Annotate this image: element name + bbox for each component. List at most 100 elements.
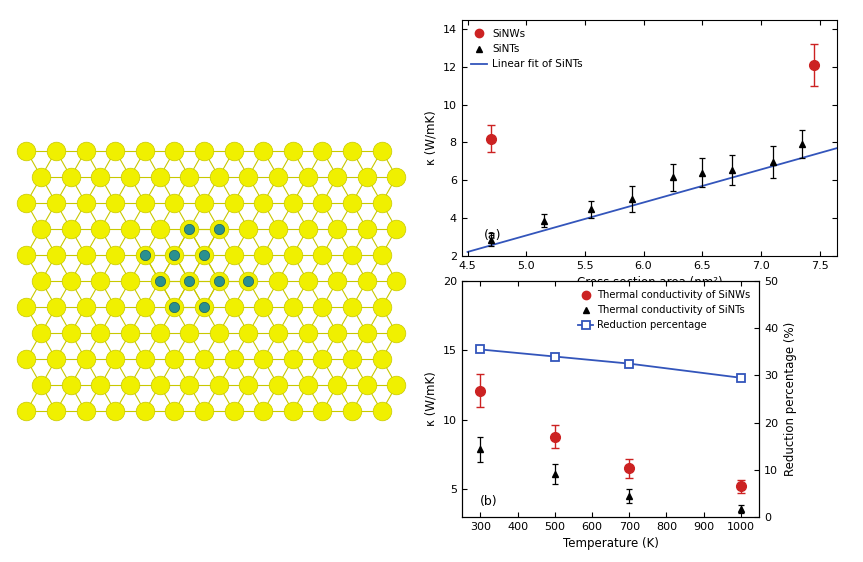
Point <box>389 380 403 389</box>
Point <box>212 329 226 338</box>
Point <box>271 224 285 233</box>
Point <box>212 173 226 182</box>
Point <box>49 251 63 260</box>
Point <box>20 146 34 155</box>
Y-axis label: κ (W/mK): κ (W/mK) <box>424 110 438 165</box>
Point <box>286 251 299 260</box>
Point <box>93 329 107 338</box>
Point <box>360 329 374 338</box>
Point <box>360 173 374 182</box>
Point <box>138 198 152 207</box>
Point <box>242 277 255 285</box>
Point <box>20 302 34 311</box>
Point <box>167 355 181 364</box>
Point <box>138 251 152 260</box>
Point <box>64 277 78 285</box>
Point <box>389 329 403 338</box>
Point <box>212 380 226 389</box>
Point <box>256 355 270 364</box>
Point <box>256 302 270 311</box>
Text: (a): (a) <box>484 229 501 242</box>
Point <box>153 380 167 389</box>
Point <box>345 407 359 416</box>
Point <box>227 302 241 311</box>
Point <box>197 198 211 207</box>
Point <box>123 173 137 182</box>
Point <box>138 302 152 311</box>
Point <box>316 198 330 207</box>
Point <box>331 380 344 389</box>
Legend: SiNWs, SiNTs, Linear fit of SiNTs: SiNWs, SiNTs, Linear fit of SiNTs <box>467 25 587 74</box>
Point <box>360 277 374 285</box>
Point <box>360 380 374 389</box>
Point <box>197 146 211 155</box>
Point <box>20 198 34 207</box>
Point <box>286 198 299 207</box>
Point <box>256 251 270 260</box>
Point <box>153 329 167 338</box>
Point <box>242 277 255 285</box>
Point <box>35 277 48 285</box>
Point <box>227 407 241 416</box>
Point <box>153 173 167 182</box>
Point <box>271 329 285 338</box>
Point <box>212 224 226 233</box>
Point <box>182 277 196 285</box>
Point <box>271 173 285 182</box>
Point <box>316 407 330 416</box>
Point <box>153 277 167 285</box>
Point <box>256 198 270 207</box>
Point <box>79 198 92 207</box>
Point <box>331 224 344 233</box>
Point <box>93 173 107 182</box>
Point <box>316 302 330 311</box>
Point <box>167 146 181 155</box>
Point <box>64 380 78 389</box>
Point <box>64 173 78 182</box>
Point <box>300 224 314 233</box>
Point <box>167 251 181 260</box>
Point <box>79 146 92 155</box>
Point <box>197 251 211 260</box>
X-axis label: Temperature (K): Temperature (K) <box>563 537 658 550</box>
Point <box>109 251 123 260</box>
Point <box>167 302 181 311</box>
Point <box>286 146 299 155</box>
Point <box>389 277 403 285</box>
Point <box>227 198 241 207</box>
Point <box>271 277 285 285</box>
Point <box>167 407 181 416</box>
Point <box>49 302 63 311</box>
Point <box>93 380 107 389</box>
Point <box>20 251 34 260</box>
Point <box>389 224 403 233</box>
Point <box>242 329 255 338</box>
Point <box>256 407 270 416</box>
Point <box>182 380 196 389</box>
Point <box>109 302 123 311</box>
Point <box>316 146 330 155</box>
Point <box>138 355 152 364</box>
Point <box>138 251 152 260</box>
Point <box>286 407 299 416</box>
Point <box>197 251 211 260</box>
Point <box>345 198 359 207</box>
Point <box>375 355 388 364</box>
Point <box>212 277 226 285</box>
Point <box>227 251 241 260</box>
Point <box>123 224 137 233</box>
Point <box>316 251 330 260</box>
Point <box>197 355 211 364</box>
Point <box>123 277 137 285</box>
Point <box>345 302 359 311</box>
Point <box>153 277 167 285</box>
Point <box>300 173 314 182</box>
Point <box>345 355 359 364</box>
Point <box>49 146 63 155</box>
Point <box>300 277 314 285</box>
Point <box>123 380 137 389</box>
Point <box>212 224 226 233</box>
Point <box>197 302 211 311</box>
Point <box>35 380 48 389</box>
Point <box>20 407 34 416</box>
